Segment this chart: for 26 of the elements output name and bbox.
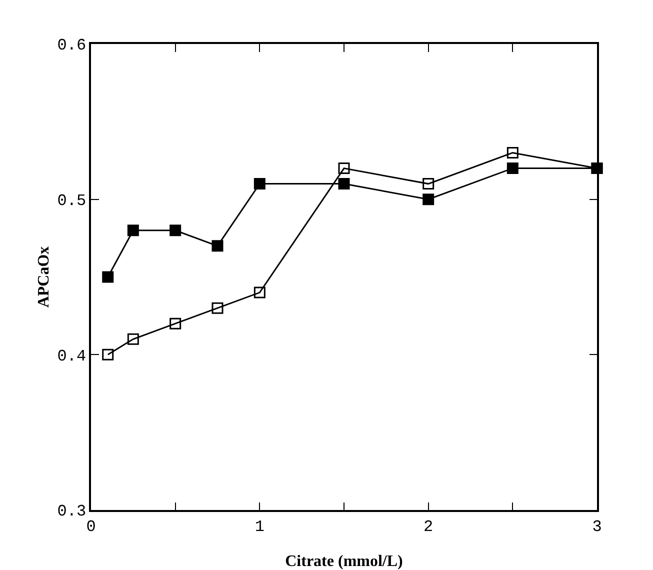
point xyxy=(127,224,139,236)
point xyxy=(102,271,114,283)
x-tick-label: 2 xyxy=(424,518,434,536)
y-axis-title: APCaOx xyxy=(36,246,52,308)
point xyxy=(254,286,266,298)
point xyxy=(254,178,266,190)
x-tick-label: 1 xyxy=(254,518,264,536)
point xyxy=(127,333,139,345)
point xyxy=(170,318,182,330)
y-tick-label: 0.5 xyxy=(57,192,86,210)
point xyxy=(506,162,518,174)
point xyxy=(170,224,182,236)
x-axis-title: Citrate (mmol/L) xyxy=(285,553,403,570)
y-tick-label: 0.4 xyxy=(57,347,86,366)
point xyxy=(212,240,224,252)
y-tick-label: 0.6 xyxy=(57,36,86,55)
point xyxy=(212,302,224,314)
point xyxy=(102,348,114,360)
x-tick-label: 3 xyxy=(592,518,602,536)
point xyxy=(422,194,434,206)
point xyxy=(422,178,434,190)
point xyxy=(338,162,350,174)
x-tick-label: 0 xyxy=(86,518,96,536)
point xyxy=(506,146,518,158)
y-tick-label: 0.3 xyxy=(57,502,86,521)
point xyxy=(338,178,350,190)
